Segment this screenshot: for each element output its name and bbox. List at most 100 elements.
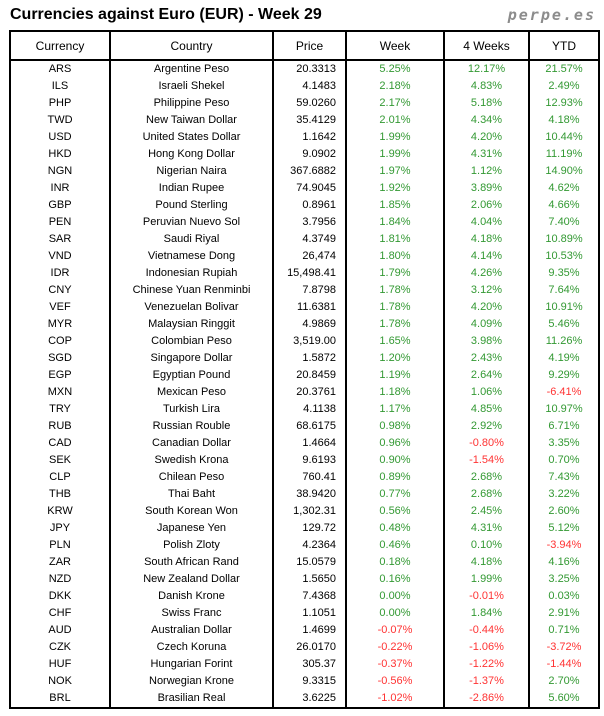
col-header-ytd: YTD	[528, 31, 600, 61]
country-name: Swiss Franc	[109, 605, 274, 622]
week-change: 0.89%	[345, 469, 445, 486]
four-week-change: 2.68%	[443, 469, 530, 486]
price-value: 59.0260	[272, 95, 347, 112]
currency-code: CLP	[9, 469, 111, 486]
ytd-change: 2.91%	[528, 605, 600, 622]
table-row: AUD Australian Dollar 1.4699 -0.07% -0.44% 0.…	[9, 622, 600, 639]
country-name: South African Rand	[109, 554, 274, 571]
currency-code: IDR	[9, 265, 111, 282]
price-value: 129.72	[272, 520, 347, 537]
ytd-change: 11.19%	[528, 146, 600, 163]
ytd-change: -3.94%	[528, 537, 600, 554]
currency-code: MYR	[9, 316, 111, 333]
table-row: MYR Malaysian Ringgit 4.9869 1.78% 4.09% 5.46…	[9, 316, 600, 333]
ytd-change: 2.60%	[528, 503, 600, 520]
four-week-change: 4.31%	[443, 146, 530, 163]
four-week-change: 4.18%	[443, 554, 530, 571]
currency-code: HKD	[9, 146, 111, 163]
week-change: 0.00%	[345, 588, 445, 605]
table-row: HKD Hong Kong Dollar 9.0902 1.99% 4.31% 11.19…	[9, 146, 600, 163]
currency-code: JPY	[9, 520, 111, 537]
four-week-change: 2.64%	[443, 367, 530, 384]
country-name: Indonesian Rupiah	[109, 265, 274, 282]
currency-code: THB	[9, 486, 111, 503]
currency-code: CNY	[9, 282, 111, 299]
four-week-change: -1.22%	[443, 656, 530, 673]
four-week-change: 2.06%	[443, 197, 530, 214]
currency-code: USD	[9, 129, 111, 146]
page-header: Currencies against Euro (EUR) - Week 29 …	[0, 0, 604, 30]
price-value: 3,519.00	[272, 333, 347, 350]
week-change: 0.00%	[345, 605, 445, 622]
ytd-change: 9.35%	[528, 265, 600, 282]
week-change: 1.78%	[345, 282, 445, 299]
country-name: Saudi Riyal	[109, 231, 274, 248]
four-week-change: 1.99%	[443, 571, 530, 588]
country-name: New Taiwan Dollar	[109, 112, 274, 129]
four-week-change: 2.92%	[443, 418, 530, 435]
table-row: DKK Danish Krone 7.4368 0.00% -0.01% 0.03%	[9, 588, 600, 605]
price-value: 20.3313	[272, 60, 347, 78]
ytd-change: 10.44%	[528, 129, 600, 146]
four-week-change: 3.12%	[443, 282, 530, 299]
price-value: 9.0902	[272, 146, 347, 163]
price-value: 3.6225	[272, 690, 347, 708]
week-change: 1.99%	[345, 146, 445, 163]
table-row: NZD New Zealand Dollar 1.5650 0.16% 1.99% 3.2…	[9, 571, 600, 588]
week-change: 2.17%	[345, 95, 445, 112]
col-header-country: Country	[109, 31, 274, 61]
table-row: CHF Swiss Franc 1.1051 0.00% 1.84% 2.91%	[9, 605, 600, 622]
week-change: 0.96%	[345, 435, 445, 452]
country-name: New Zealand Dollar	[109, 571, 274, 588]
country-name: Danish Krone	[109, 588, 274, 605]
week-change: 0.48%	[345, 520, 445, 537]
currency-code: ZAR	[9, 554, 111, 571]
col-header-currency: Currency	[9, 31, 111, 61]
four-week-change: -1.37%	[443, 673, 530, 690]
ytd-change: 0.71%	[528, 622, 600, 639]
ytd-change: 3.22%	[528, 486, 600, 503]
country-name: Peruvian Nuevo Sol	[109, 214, 274, 231]
price-value: 0.8961	[272, 197, 347, 214]
four-week-change: -0.44%	[443, 622, 530, 639]
table-row: NGN Nigerian Naira 367.6882 1.97% 1.12% 14.90…	[9, 163, 600, 180]
ytd-change: 14.90%	[528, 163, 600, 180]
table-row: CNY Chinese Yuan Renminbi 7.8798 1.78% 3.12%…	[9, 282, 600, 299]
ytd-change: 9.29%	[528, 367, 600, 384]
price-value: 1.4664	[272, 435, 347, 452]
table-row: MXN Mexican Peso 20.3761 1.18% 1.06% -6.41%	[9, 384, 600, 401]
four-week-change: -0.80%	[443, 435, 530, 452]
table-row: GBP Pound Sterling 0.8961 1.85% 2.06% 4.66%	[9, 197, 600, 214]
four-week-change: 4.85%	[443, 401, 530, 418]
currency-code: NOK	[9, 673, 111, 690]
country-name: Egyptian Pound	[109, 367, 274, 384]
ytd-change: 5.46%	[528, 316, 600, 333]
table-row: INR Indian Rupee 74.9045 1.92% 3.89% 4.62%	[9, 180, 600, 197]
table-row: TWD New Taiwan Dollar 35.4129 2.01% 4.34% 4.1…	[9, 112, 600, 129]
table-row: USD United States Dollar 1.1642 1.99% 4.20% 1…	[9, 129, 600, 146]
week-change: 1.19%	[345, 367, 445, 384]
currency-code: SEK	[9, 452, 111, 469]
table-body: ARS Argentine Peso 20.3313 5.25% 12.17% 21.57…	[9, 60, 600, 708]
country-name: Mexican Peso	[109, 384, 274, 401]
table-row: PEN Peruvian Nuevo Sol 3.7956 1.84% 4.04% 7.4…	[9, 214, 600, 231]
table-row: JPY Japanese Yen 129.72 0.48% 4.31% 5.12%	[9, 520, 600, 537]
ytd-change: 5.60%	[528, 690, 600, 708]
currency-code: VEF	[9, 299, 111, 316]
country-name: Hong Kong Dollar	[109, 146, 274, 163]
country-name: Vietnamese Dong	[109, 248, 274, 265]
table-row: RUB Russian Rouble 68.6175 0.98% 2.92% 6.71%	[9, 418, 600, 435]
currency-code: TRY	[9, 401, 111, 418]
ytd-change: 0.70%	[528, 452, 600, 469]
ytd-change: 4.62%	[528, 180, 600, 197]
week-change: 1.18%	[345, 384, 445, 401]
currency-code: CZK	[9, 639, 111, 656]
price-value: 305.37	[272, 656, 347, 673]
table-row: SGD Singapore Dollar 1.5872 1.20% 2.43% 4.19%	[9, 350, 600, 367]
table-row: COP Colombian Peso 3,519.00 1.65% 3.98% 11.26…	[9, 333, 600, 350]
currency-code: NGN	[9, 163, 111, 180]
table-row: ILS Israeli Shekel 4.1483 2.18% 4.83% 2.49%	[9, 78, 600, 95]
four-week-change: 0.10%	[443, 537, 530, 554]
price-value: 4.1483	[272, 78, 347, 95]
currency-code: SAR	[9, 231, 111, 248]
